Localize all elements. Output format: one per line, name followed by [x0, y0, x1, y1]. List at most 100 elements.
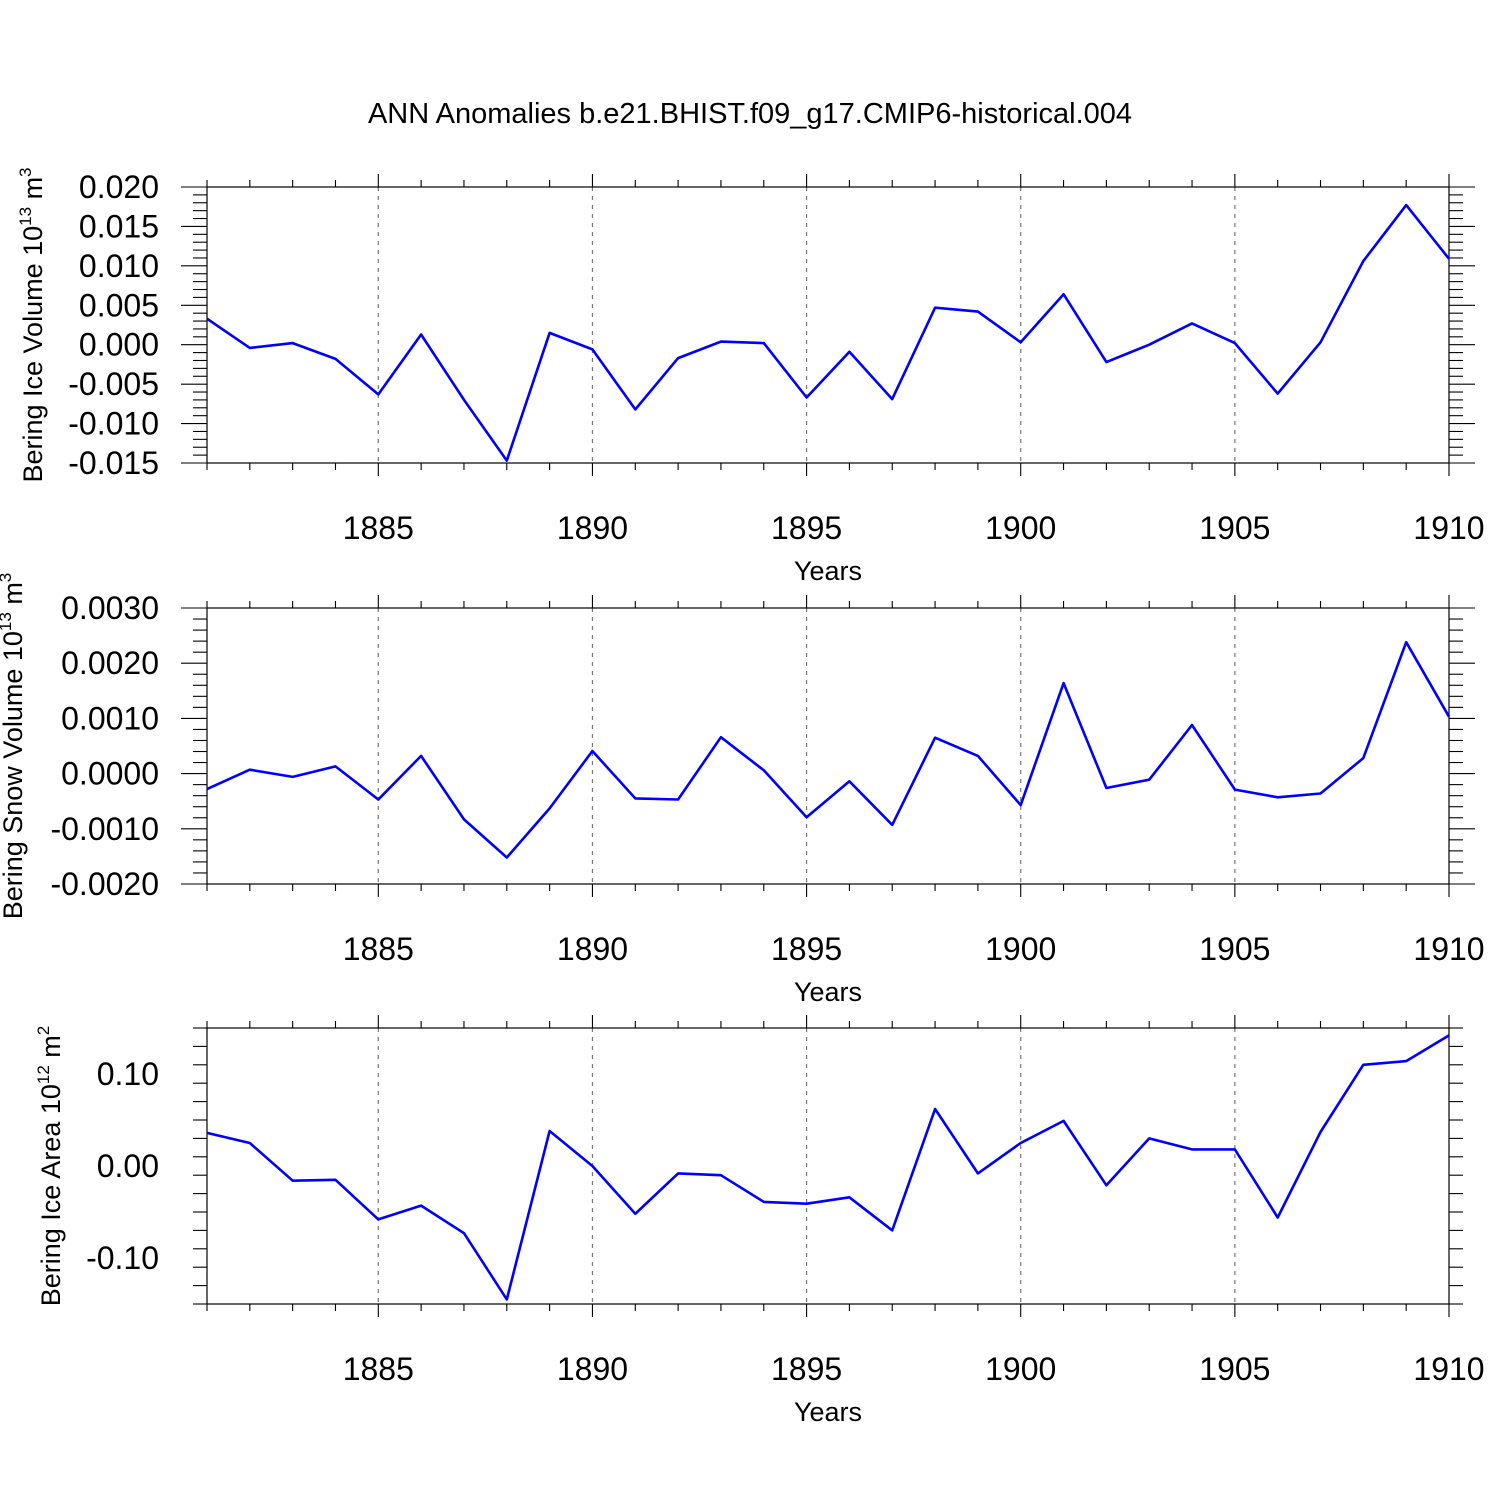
data-point [1019, 803, 1023, 807]
y-axis-title-exponent: 13 [16, 207, 35, 226]
data-point [462, 398, 466, 402]
y-axis-title-exponent: 13 [0, 612, 15, 631]
y-axis-title-unit-exponent: 2 [34, 1026, 53, 1035]
data-point [1447, 715, 1451, 719]
series-line [206, 1034, 1450, 1301]
data-point [1404, 640, 1408, 644]
x-tick-label: 1905 [1199, 510, 1270, 546]
x-axis-title: Years [794, 977, 862, 1007]
data-point [1447, 257, 1451, 261]
data-point [1276, 1216, 1280, 1220]
y-tick-label: 0.010 [79, 248, 159, 284]
panel-3: -0.10 0.00 0.10 1885 1890 1895 1900 1905 1910 Yea… [34, 1015, 1485, 1427]
data-point [462, 1231, 466, 1235]
x-tick-label: 1885 [343, 510, 414, 546]
data-point [1233, 341, 1237, 345]
data-point [976, 754, 980, 758]
data-point [1233, 1147, 1237, 1151]
data-point [590, 749, 594, 753]
data-point [248, 346, 252, 350]
data-point [376, 1217, 380, 1221]
data-point [847, 350, 851, 354]
y-axis-title-unit: m [0, 582, 28, 612]
series-line [206, 640, 1451, 859]
data-point [291, 341, 295, 345]
data-point [1361, 756, 1365, 760]
data-point [419, 332, 423, 336]
x-tick-label: 1895 [771, 1351, 842, 1387]
data-point [1319, 791, 1323, 795]
plot-frame [206, 186, 1450, 464]
x-tick-label: 1910 [1413, 1351, 1484, 1387]
data-point [376, 798, 380, 802]
data-point [719, 735, 723, 739]
y-axis-title-text: Bering Ice Area 10 [36, 1084, 66, 1306]
data-point [291, 1179, 295, 1183]
data-point [1447, 1033, 1451, 1037]
y-axis-title-unit: m [36, 1035, 66, 1065]
data-point [805, 815, 809, 819]
data-point [633, 796, 637, 800]
y-axis-title-unit-exponent: 3 [16, 167, 35, 176]
data-point [505, 856, 509, 860]
data-point [890, 823, 894, 827]
x-tick-label: 1900 [985, 1351, 1056, 1387]
data-point [205, 787, 209, 791]
data-point [1276, 392, 1280, 396]
chart-title: ANN Anomalies b.e21.BHIST.f09_g17.CMIP6-… [368, 98, 1132, 130]
data-point [1361, 1063, 1365, 1067]
data-point [805, 396, 809, 400]
data-point [505, 459, 509, 463]
data-point [291, 775, 295, 779]
plot-frame [206, 1027, 1450, 1305]
y-axis-title-unit-exponent: 3 [0, 573, 15, 582]
data-point [1361, 259, 1365, 263]
y-tick-label: -0.015 [68, 445, 159, 481]
x-tick-label: 1895 [771, 510, 842, 546]
y-tick-label: -0.10 [86, 1240, 159, 1276]
data-point [1404, 1059, 1408, 1063]
data-point [1147, 778, 1151, 782]
data-point [762, 341, 766, 345]
x-tick-label: 1910 [1413, 931, 1484, 967]
data-point [805, 1202, 809, 1206]
data-point [1019, 1141, 1023, 1145]
data-point [548, 806, 552, 810]
data-point [1190, 723, 1194, 727]
y-tick-label: -0.010 [68, 406, 159, 442]
data-point [933, 1107, 937, 1111]
data-point [633, 1212, 637, 1216]
data-point [419, 754, 423, 758]
y-axis-title: Bering Ice Area 1012 m2 [34, 1026, 66, 1307]
x-tick-label: 1905 [1199, 1351, 1270, 1387]
data-point [333, 1178, 337, 1182]
y-tick-label: 0.0000 [61, 756, 159, 792]
data-point [719, 1173, 723, 1177]
data-point [762, 768, 766, 772]
data-point [248, 768, 252, 772]
data-point [590, 1164, 594, 1168]
data-point [1104, 360, 1108, 364]
y-tick-label: 0.020 [79, 169, 159, 205]
y-tick-label: -0.0010 [50, 811, 159, 847]
data-point [1147, 343, 1151, 347]
data-point [376, 392, 380, 396]
data-point [1104, 786, 1108, 790]
data-point [847, 1195, 851, 1199]
y-tick-label: 0.000 [79, 327, 159, 363]
data-point [719, 340, 723, 344]
x-tick-label: 1890 [557, 931, 628, 967]
data-point [1233, 788, 1237, 792]
data-point [1062, 292, 1066, 296]
data-point [248, 1141, 252, 1145]
data-point [633, 407, 637, 411]
y-tick-label: 0.0030 [61, 590, 159, 626]
x-tick-label: 1905 [1199, 931, 1270, 967]
data-point [933, 306, 937, 310]
x-axis-title: Years [794, 556, 862, 586]
data-point [205, 317, 209, 321]
x-axis-title: Years [794, 1397, 862, 1427]
y-axis-title-text: Bering Ice Volume 10 [18, 226, 48, 483]
data-point [548, 331, 552, 335]
